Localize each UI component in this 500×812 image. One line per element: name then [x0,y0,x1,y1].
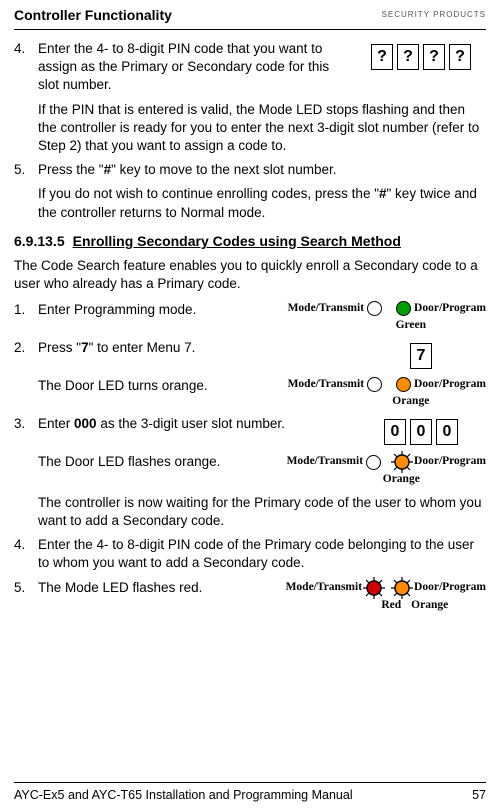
header-brand: SECURITY PRODUCTS [382,10,486,21]
pin-digit: 0 [384,419,406,445]
page-number: 57 [472,787,486,804]
header-title: Controller Functionality [14,6,172,25]
led-circle-icon [396,377,411,392]
step-4-after: If the PIN that is entered is valid, the… [38,101,486,156]
starburst-icon [393,579,411,597]
pin-display: ? ? ? ? [356,40,486,74]
led-right-label: Door/Program [414,580,486,596]
led-indicator: Mode/Transmit Door/Program Green [288,301,486,333]
step-after-text: The Door LED flashes orange. [38,453,279,471]
pin-digit: ? [397,44,419,70]
led-left-label: Mode/Transmit [287,454,363,470]
step-number: 2. [14,339,38,409]
step-text: Press the "#" key to move to the next sl… [38,161,486,179]
led-sublabel-left: Red [381,598,401,614]
starburst-icon [393,453,411,471]
step-text: Enter Programming mode. [38,301,280,319]
step-5: 5. Press the "#" key to move to the next… [14,161,486,179]
led-sublabel: Orange [383,472,420,488]
led-indicator: Mode/Transmit Door/Program Red Orange [286,579,486,614]
section-number: 6.9.13.5 [14,232,65,251]
section-intro: The Code Search feature enables you to q… [14,257,486,293]
section-heading: 6.9.13.5 Enrolling Secondary Codes using … [14,232,486,251]
pin-digit: 7 [410,343,432,369]
pin-digit: 0 [436,419,458,445]
step-number: 5. [14,161,38,179]
led-indicator: Mode/Transmit Door/Program Orange [287,453,486,488]
substep-3: 3. Enter 000 as the 3-digit user slot nu… [14,415,486,488]
led-sublabel-right: Orange [411,598,448,614]
pin-display: 0 0 0 [356,415,486,449]
led-left-label: Mode/Transmit [288,301,364,317]
step-after-text: The Door LED turns orange. [38,377,280,395]
led-sublabel: Green [396,318,426,334]
pin-display: 7 [356,339,486,373]
page-footer: AYC-Ex5 and AYC-T65 Installation and Pro… [14,782,486,804]
step-number: 1. [14,301,38,333]
pin-digit: ? [449,44,471,70]
step-number: 4. [14,536,38,572]
substep-5: 5. The Mode LED flashes red. Mode/Transm… [14,579,486,614]
substep-1: 1. Enter Programming mode. Mode/Transmit… [14,301,486,333]
page-header: Controller Functionality SECURITY PRODUC… [0,0,500,29]
step-4: 4. Enter the 4- to 8-digit PIN code that… [14,40,486,95]
footer-text: AYC-Ex5 and AYC-T65 Installation and Pro… [14,787,353,804]
step-text: Enter 000 as the 3-digit user slot numbe… [38,415,348,433]
header-rule [14,29,486,30]
led-circle-icon [367,377,382,392]
step-number: 4. [14,40,38,95]
led-left-label: Mode/Transmit [286,580,362,596]
step-text: Enter the 4- to 8-digit PIN code of the … [38,536,486,572]
substep-4: 4. Enter the 4- to 8-digit PIN code of t… [14,536,486,572]
led-right-label: Door/Program [414,377,486,393]
step-number: 3. [14,415,38,488]
step-text: Press "7" to enter Menu 7. [38,339,348,357]
led-right-label: Door/Program [414,454,486,470]
pin-digit: 0 [410,419,432,445]
step-text: Enter the 4- to 8-digit PIN code that yo… [38,40,348,95]
led-sublabel: Orange [392,394,429,410]
led-circle-icon [396,301,411,316]
led-right-label: Door/Program [414,301,486,317]
starburst-icon [365,579,383,597]
led-circle-icon [366,455,381,470]
led-left-label: Mode/Transmit [288,377,364,393]
step-5-after: If you do not wish to continue enrolling… [38,185,486,221]
pin-digit: ? [423,44,445,70]
step-text: The Mode LED flashes red. [38,579,278,597]
substep-3-after: The controller is now waiting for the Pr… [38,494,486,530]
pin-digit: ? [371,44,393,70]
page-content: 4. Enter the 4- to 8-digit PIN code that… [0,40,500,613]
section-title: Enrolling Secondary Codes using Search M… [73,233,401,249]
step-number: 5. [14,579,38,614]
led-circle-icon [367,301,382,316]
substep-2: 2. Press "7" to enter Menu 7. 7 The Door… [14,339,486,409]
led-indicator: Mode/Transmit Door/Program Orange [288,377,486,409]
